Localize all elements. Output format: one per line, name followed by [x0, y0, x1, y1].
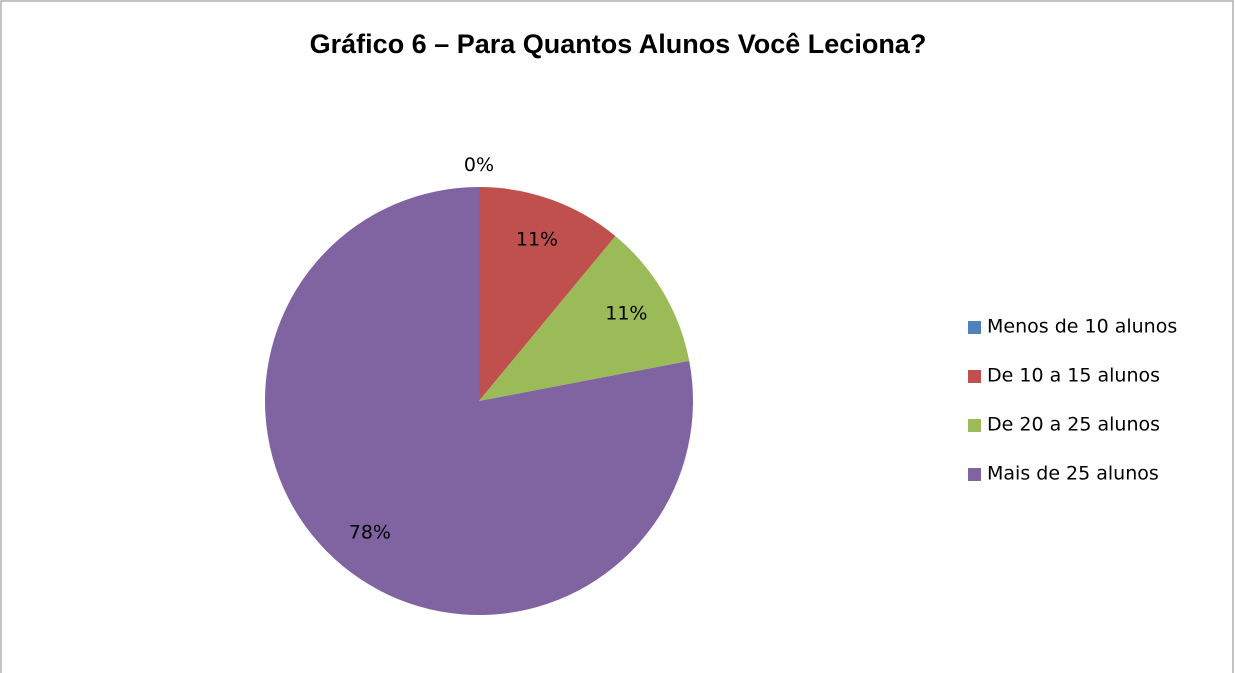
legend-label: De 20 a 25 alunos	[987, 414, 1160, 436]
pie-slice	[479, 236, 690, 401]
data-label: 11%	[516, 228, 558, 250]
chart-title: Gráfico 6 – Para Quantos Alunos Você Lec…	[310, 29, 927, 59]
legend-swatch	[968, 370, 981, 383]
legend-label: De 10 a 15 alunos	[987, 365, 1160, 387]
legend-label: Mais de 25 alunos	[987, 463, 1159, 485]
legend-swatch	[968, 468, 981, 481]
pie-slice	[479, 187, 616, 401]
legend-swatch	[968, 321, 981, 334]
data-label: 0%	[464, 154, 494, 176]
legend-label: Menos de 10 alunos	[987, 316, 1177, 338]
pie-slice	[264, 187, 693, 615]
data-label: 11%	[605, 302, 647, 324]
data-label: 78%	[349, 521, 391, 543]
legend-swatch	[968, 419, 981, 432]
